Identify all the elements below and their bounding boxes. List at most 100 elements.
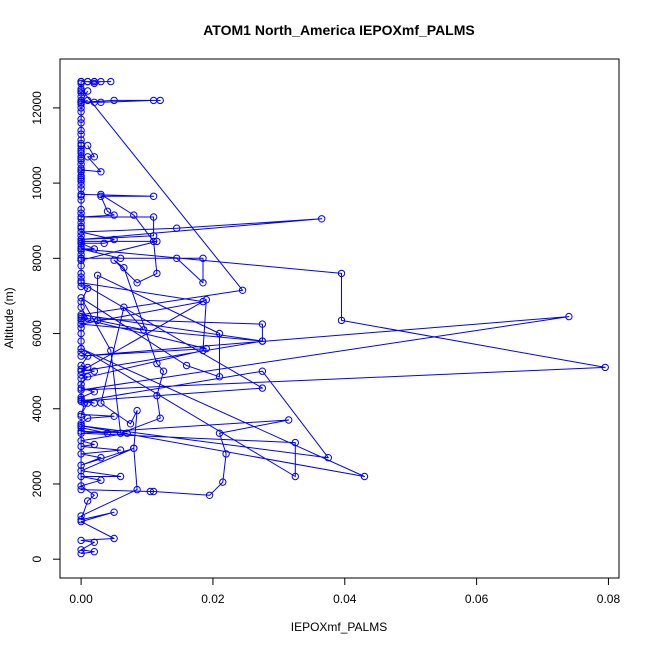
data-point-marker — [77, 228, 85, 236]
data-point-marker — [77, 367, 85, 375]
data-point-marker — [285, 416, 293, 424]
y-tick-label: 10000 — [30, 166, 44, 200]
data-point-marker — [215, 429, 224, 437]
data-point-marker — [202, 296, 211, 304]
data-point-marker — [77, 303, 85, 311]
data-point-marker — [149, 192, 158, 201]
y-tick-label: 8000 — [30, 245, 44, 272]
data-point-marker — [149, 96, 158, 105]
data-point-marker — [110, 508, 118, 516]
data-point-marker — [149, 213, 158, 221]
data-point-marker — [77, 279, 85, 287]
data-point-marker — [77, 516, 85, 524]
data-point-marker — [140, 326, 148, 334]
data-point-marker — [120, 264, 128, 272]
data-point-marker — [93, 271, 102, 279]
series-line — [80, 193, 220, 517]
data-point-marker — [116, 429, 125, 437]
data-point-marker — [77, 429, 85, 437]
data-point-marker — [77, 160, 85, 169]
data-point-marker — [77, 329, 85, 338]
data-point-marker — [238, 286, 247, 294]
data-point-marker — [107, 77, 115, 86]
data-point-marker — [97, 476, 105, 484]
data-point-marker — [110, 96, 118, 105]
data-series — [77, 190, 224, 520]
data-point-marker — [97, 98, 105, 107]
data-point-marker — [77, 77, 85, 86]
data-point-marker — [291, 438, 299, 447]
data-point-marker — [324, 454, 332, 462]
data-point-marker — [77, 273, 85, 281]
data-point-marker — [173, 224, 181, 232]
data-point-marker — [97, 190, 105, 199]
data-point-marker — [77, 312, 85, 321]
data-point-marker — [77, 235, 85, 244]
data-point-marker — [153, 391, 161, 400]
data-point-marker — [77, 269, 85, 278]
x-tick-label: 0.00 — [69, 592, 93, 606]
data-point-marker — [77, 361, 85, 370]
data-point-marker — [153, 359, 161, 368]
data-point-marker — [90, 548, 99, 556]
x-tick-label: 0.06 — [465, 592, 489, 606]
data-point-marker — [291, 472, 299, 481]
data-point-marker — [77, 344, 85, 353]
data-point-marker — [84, 87, 92, 95]
data-point-marker — [90, 491, 99, 499]
data-point-marker — [258, 320, 267, 328]
data-point-marker — [77, 245, 85, 253]
series-line — [80, 145, 606, 496]
data-point-marker — [130, 444, 138, 452]
x-axis-label: IEPOXmf_PALMS — [291, 620, 387, 634]
data-point-marker — [77, 536, 85, 545]
data-point-marker — [77, 119, 85, 127]
data-point-marker — [77, 166, 85, 174]
data-point-marker — [77, 218, 85, 227]
data-point-marker — [90, 440, 99, 449]
data-point-marker — [337, 269, 346, 278]
data-point-marker — [77, 98, 85, 107]
y-tick-label: 4000 — [30, 395, 44, 422]
y-tick-label: 0 — [30, 556, 44, 563]
data-series — [77, 77, 115, 88]
data-point-marker — [77, 314, 85, 323]
data-series — [77, 87, 164, 107]
y-axis-label: Altitude (m) — [2, 287, 16, 348]
data-point-marker — [77, 262, 85, 270]
data-point-marker — [130, 211, 138, 219]
data-point-marker — [77, 155, 85, 163]
data-point-marker — [77, 222, 85, 231]
data-point-marker — [219, 478, 227, 486]
data-point-marker — [133, 406, 141, 415]
data-point-marker — [153, 269, 161, 278]
data-point-marker — [258, 367, 267, 375]
data-point-marker — [222, 450, 230, 458]
data-series — [77, 141, 609, 499]
data-point-marker — [97, 399, 105, 407]
data-point-marker — [77, 85, 85, 93]
data-point-marker — [90, 367, 99, 375]
data-point-marker — [126, 420, 135, 428]
data-point-marker — [77, 294, 85, 302]
data-point-marker — [84, 153, 92, 161]
data-point-marker — [77, 108, 85, 116]
data-point-marker — [77, 115, 85, 123]
data-point-marker — [360, 472, 369, 481]
data-point-marker — [77, 337, 85, 345]
data-point-marker — [133, 485, 141, 494]
data-point-marker — [149, 237, 158, 246]
data-point-marker — [116, 254, 125, 262]
data-point-marker — [110, 235, 118, 244]
data-point-marker — [133, 279, 141, 287]
series-line — [81, 81, 112, 84]
data-point-marker — [77, 237, 85, 246]
data-point-marker — [97, 168, 105, 176]
data-series — [77, 85, 267, 405]
data-point-marker — [77, 190, 85, 199]
data-point-marker — [77, 549, 85, 558]
data-point-marker — [215, 373, 224, 381]
y-tick-label: 6000 — [30, 320, 44, 347]
